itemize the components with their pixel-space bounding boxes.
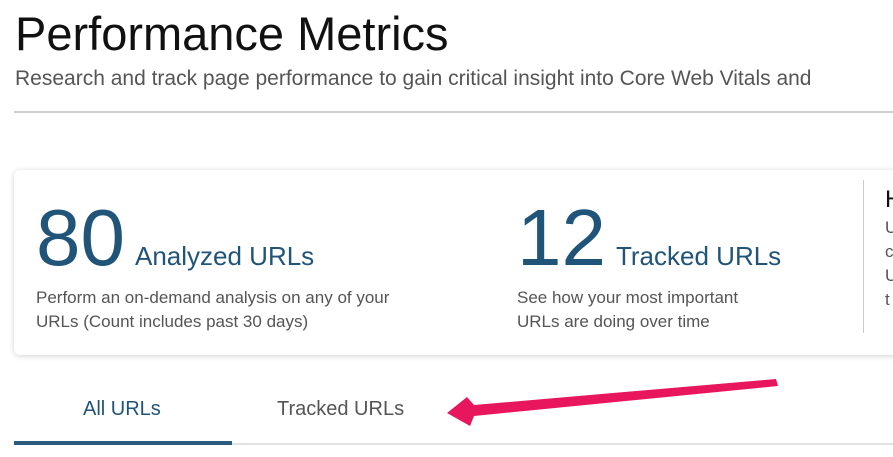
page-title: Performance Metrics xyxy=(15,7,449,60)
third-panel-text: t xyxy=(885,290,890,309)
third-panel-text: U xyxy=(885,218,893,237)
page-subtitle: Research and track page performance to g… xyxy=(15,67,812,90)
analyzed-urls-label: Analyzed URLs xyxy=(134,241,315,271)
tracked-urls-label: Tracked URLs xyxy=(615,241,782,271)
third-panel-text: U xyxy=(885,266,893,285)
third-panel-text: c xyxy=(885,242,893,261)
tab-bar-divider xyxy=(14,443,893,445)
active-tab-indicator xyxy=(14,441,232,445)
tracked-urls-count: 12 xyxy=(517,193,606,282)
stats-card: 80 Analyzed URLs Perform an on-demand ana… xyxy=(14,170,893,355)
card-divider xyxy=(863,180,864,333)
header-divider xyxy=(14,111,893,113)
tracked-urls-stat[interactable]: 12 Tracked URLs See how your most importa… xyxy=(517,198,781,334)
analyzed-urls-count: 80 xyxy=(36,193,125,282)
third-stat-panel: H U c U t xyxy=(885,188,893,312)
analyzed-urls-stat[interactable]: 80 Analyzed URLs Perform an on-demand ana… xyxy=(36,198,436,334)
tab-all-urls[interactable]: All URLs xyxy=(83,398,161,420)
tracked-urls-description: See how your most important URLs are doi… xyxy=(517,288,739,331)
analyzed-urls-description: Perform an on-demand analysis on any of … xyxy=(36,288,390,331)
third-panel-heading: H xyxy=(885,188,893,212)
tab-tracked-urls[interactable]: Tracked URLs xyxy=(277,398,405,420)
